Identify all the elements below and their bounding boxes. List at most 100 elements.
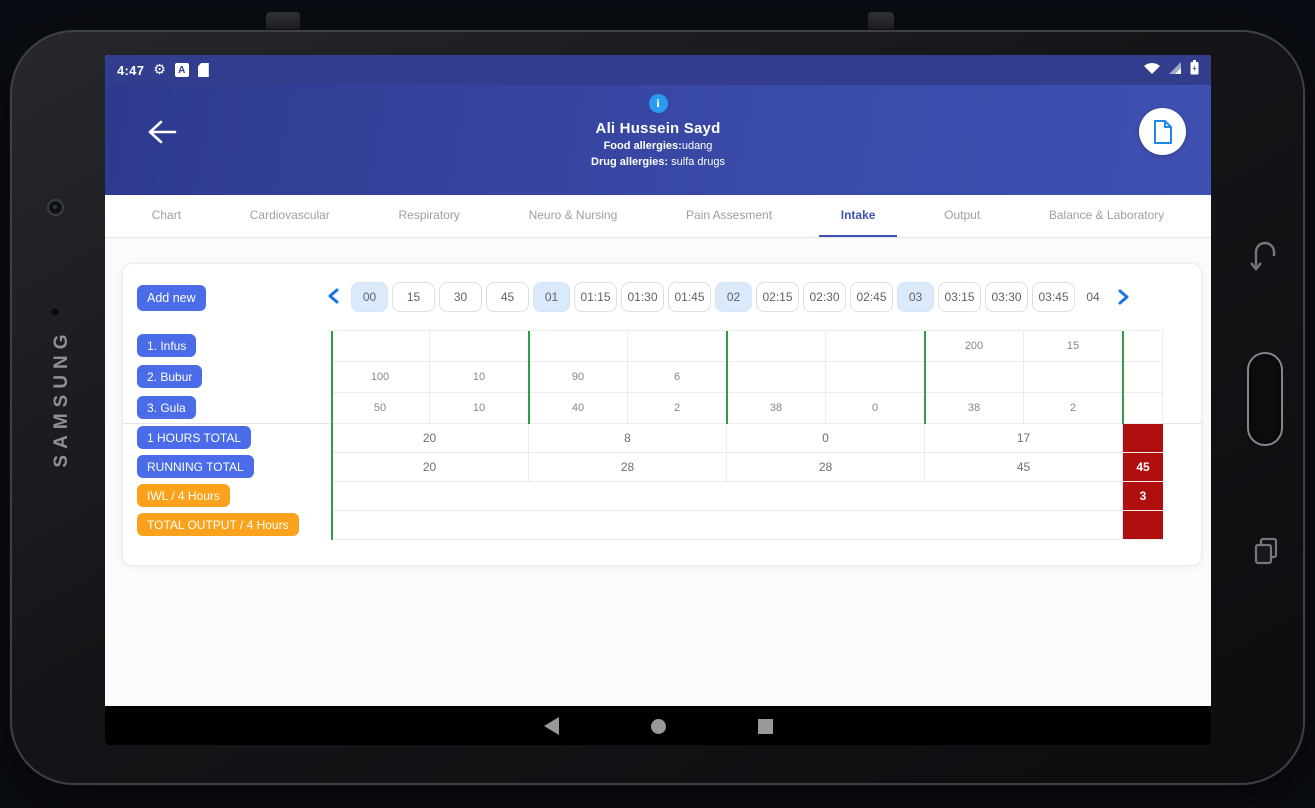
info-icon[interactable]: i [648, 94, 668, 113]
intake-cell [826, 331, 925, 361]
volume-button [868, 12, 894, 34]
tab-cardiovascular[interactable]: Cardiovascular [249, 208, 330, 222]
time-chip-00[interactable]: 00 [351, 282, 388, 312]
green-divider [924, 331, 926, 424]
tab-neuro-nursing[interactable]: Neuro & Nursing [528, 208, 618, 222]
content-area: Add new 00 15 30 45 01 01:15 01:30 01:45… [105, 238, 1211, 706]
intake-card: Add new 00 15 30 45 01 01:15 01:30 01:45… [122, 263, 1202, 566]
row-label-iwl: IWL / 4 Hours [137, 484, 230, 507]
front-camera [47, 199, 64, 216]
intake-cell [1024, 362, 1123, 392]
intake-cell: 2 [1024, 393, 1123, 423]
row-label-bubur[interactable]: 2. Bubur [137, 365, 203, 388]
intake-cell [430, 331, 529, 361]
total-cell: 0 [727, 424, 925, 452]
back-arrow-icon[interactable] [147, 119, 177, 150]
tab-pain-assesment[interactable]: Pain Assesment [685, 208, 773, 222]
patient-name: Ali Hussein Sayd [595, 120, 721, 137]
row-label-total-output: TOTAL OUTPUT / 4 Hours [137, 513, 299, 536]
time-chip-row: 00 15 30 45 01 01:15 01:30 01:45 02 02:1… [351, 282, 1131, 312]
android-nav-bar [105, 706, 1211, 745]
time-chip-45[interactable]: 45 [486, 282, 529, 312]
nav-recents-icon[interactable] [757, 718, 773, 734]
tab-output[interactable]: Output [944, 208, 981, 222]
alert-cell [1123, 424, 1163, 452]
time-chip-01[interactable]: 01 [533, 282, 570, 312]
intake-cell [628, 331, 727, 361]
tab-intake[interactable]: Intake [818, 195, 898, 237]
home-button [1247, 352, 1283, 446]
time-chip-30[interactable]: 30 [439, 282, 482, 312]
nav-back-icon[interactable] [543, 717, 559, 735]
alert-cell [1123, 511, 1163, 539]
total-cell: 28 [727, 453, 925, 481]
time-chip-0245[interactable]: 02:45 [850, 282, 893, 312]
intake-cell [826, 362, 925, 392]
tab-bar: Chart Cardiovascular Respiratory Neuro &… [105, 195, 1211, 238]
time-chip-15[interactable]: 15 [392, 282, 435, 312]
alert-cell: 3 [1123, 482, 1163, 510]
intake-cell: 90 [529, 362, 628, 392]
intake-cell [331, 331, 430, 361]
gear-icon: ⚙ [153, 62, 166, 78]
time-chip-0330[interactable]: 03:30 [985, 282, 1028, 312]
document-button[interactable] [1139, 108, 1186, 155]
table-row-iwl: 3 [331, 482, 1163, 511]
row-label-gula[interactable]: 3. Gula [137, 396, 196, 419]
time-chip-02[interactable]: 02 [715, 282, 752, 312]
sdcard-icon [197, 63, 209, 77]
intake-table: 200 15 100 10 90 6 [331, 330, 1163, 540]
intake-cell: 40 [529, 393, 628, 423]
time-chip-0215[interactable]: 02:15 [756, 282, 799, 312]
chevron-left-icon[interactable] [326, 288, 340, 309]
tab-chart[interactable]: Chart [151, 208, 182, 222]
row-label-infus[interactable]: 1. Infus [137, 334, 197, 357]
table-row-bubur: 100 10 90 6 [331, 362, 1163, 393]
total-cell-merged [331, 511, 1123, 539]
time-chip-0115[interactable]: 01:15 [574, 282, 617, 312]
time-chip-0345[interactable]: 03:45 [1032, 282, 1075, 312]
table-row-1-hours-total: 20 8 0 17 [331, 424, 1163, 453]
wifi-icon [1144, 61, 1160, 79]
drug-allergies: Drug allergies: sulfa drugs [591, 156, 725, 169]
drug-allergies-value: sulfa drugs [668, 156, 725, 168]
time-chip-0130[interactable]: 01:30 [621, 282, 664, 312]
intake-cell: 6 [628, 362, 727, 392]
intake-cell [529, 331, 628, 361]
intake-cell: 2 [628, 393, 727, 423]
intake-cell [925, 362, 1024, 392]
add-new-button[interactable]: Add new [137, 285, 206, 311]
app-header: i Ali Hussein Sayd Food allergies:udang … [105, 85, 1211, 195]
intake-cell: 10 [430, 393, 529, 423]
bezel-recents-key-icon [1252, 536, 1280, 571]
tab-balance-laboratory[interactable]: Balance & Laboratory [1048, 208, 1165, 222]
nav-home-icon[interactable] [650, 718, 666, 734]
table-row-gula: 50 10 40 2 38 0 38 2 [331, 393, 1163, 424]
time-chip-0145[interactable]: 01:45 [668, 282, 711, 312]
tab-respiratory[interactable]: Respiratory [398, 208, 460, 222]
time-chip-04[interactable]: 04 [1086, 290, 1100, 304]
table-row-running-total: 20 28 28 45 45 [331, 453, 1163, 482]
total-cell: 17 [925, 424, 1123, 452]
intake-cell: 38 [727, 393, 826, 423]
status-bar: 4:47 ⚙ A [105, 55, 1211, 85]
food-allergies: Food allergies:udang [604, 140, 713, 153]
time-chip-0315[interactable]: 03:15 [938, 282, 981, 312]
intake-cell [727, 362, 826, 392]
time-chip-03[interactable]: 03 [897, 282, 934, 312]
time-chip-0230[interactable]: 02:30 [803, 282, 846, 312]
light-sensor [50, 307, 60, 317]
total-cell: 20 [331, 453, 529, 481]
total-cell: 28 [529, 453, 727, 481]
intake-cell: 0 [826, 393, 925, 423]
clock: 4:47 [117, 62, 145, 78]
table-row-infus: 200 15 [331, 331, 1163, 362]
a-badge-icon: A [174, 63, 189, 77]
cellular-icon [1169, 61, 1181, 79]
intake-cell [727, 331, 826, 361]
food-allergies-value: udang [681, 140, 713, 152]
chevron-right-icon[interactable] [1117, 289, 1131, 305]
alert-cell: 45 [1123, 453, 1163, 481]
intake-cell: 100 [331, 362, 430, 392]
